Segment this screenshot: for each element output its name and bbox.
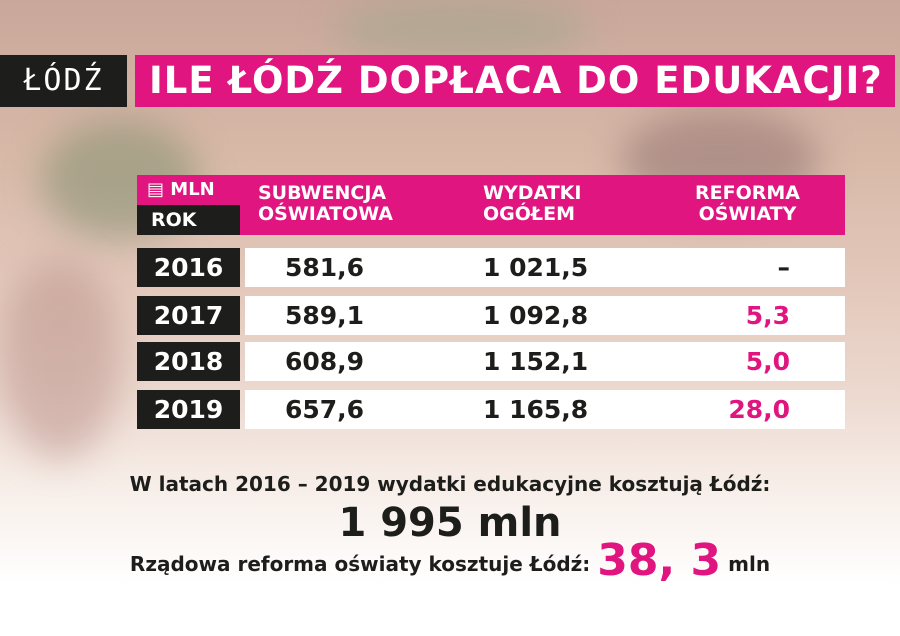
reform-cost-label: Rządowa reforma oświaty kosztuje Łódź: [129, 552, 591, 576]
background-photo [0, 260, 120, 460]
reforma-cell: 28,0 [728, 395, 790, 424]
background-photo [330, 0, 590, 60]
money-stack-icon: ▤ [147, 179, 165, 200]
column-header-wydatki: WYDATKI OGÓŁEM [483, 182, 582, 225]
reforma-cell: 5,0 [745, 347, 790, 376]
table-row: 581,6 1 021,5 – [245, 248, 845, 287]
reform-cost-value: 38, 3 [597, 535, 722, 586]
reform-cost-unit: mln [728, 552, 771, 576]
wydatki-cell: 1 152,1 [483, 347, 589, 376]
reform-cost-line: Rządowa reforma oświaty kosztuje Łódź: 3… [0, 536, 900, 589]
wydatki-cell: 1 021,5 [483, 253, 589, 282]
reforma-cell: – [777, 253, 791, 282]
table-row: 608,9 1 152,1 5,0 [245, 342, 845, 381]
unit-label: ▤ MLN [137, 175, 240, 205]
table-row: 657,6 1 165,8 28,0 [245, 390, 845, 429]
year-cell: 2016 [137, 248, 240, 287]
subwencja-cell: 657,6 [285, 395, 365, 424]
table-row: 589,1 1 092,8 5,3 [245, 296, 845, 335]
column-header-reforma: REFORMA OŚWIATY [695, 182, 800, 225]
year-header: ROK [137, 205, 240, 235]
wydatki-cell: 1 092,8 [483, 301, 589, 330]
year-cell: 2017 [137, 296, 240, 335]
column-header-subwencja: SUBWENCJA OŚWIATOWA [258, 182, 394, 225]
year-cell: 2019 [137, 390, 240, 429]
unit-text: MLN [170, 179, 215, 200]
subwencja-cell: 589,1 [285, 301, 365, 330]
reforma-cell: 5,3 [745, 301, 790, 330]
table-header: SUBWENCJA OŚWIATOWA WYDATKI OGÓŁEM REFORMA… [240, 175, 845, 235]
year-cell: 2018 [137, 342, 240, 381]
wydatki-cell: 1 165,8 [483, 395, 589, 424]
subwencja-cell: 581,6 [285, 253, 365, 282]
subwencja-cell: 608,9 [285, 347, 365, 376]
summary-line: W latach 2016 – 2019 wydatki edukacyjne … [129, 472, 771, 496]
page-title: ILE ŁÓDŹ DOPŁACA DO EDUKACJI? [135, 55, 895, 107]
lodz-logo: ŁÓDŹ [0, 55, 127, 107]
total-cost: 1 995 mln [338, 500, 562, 546]
